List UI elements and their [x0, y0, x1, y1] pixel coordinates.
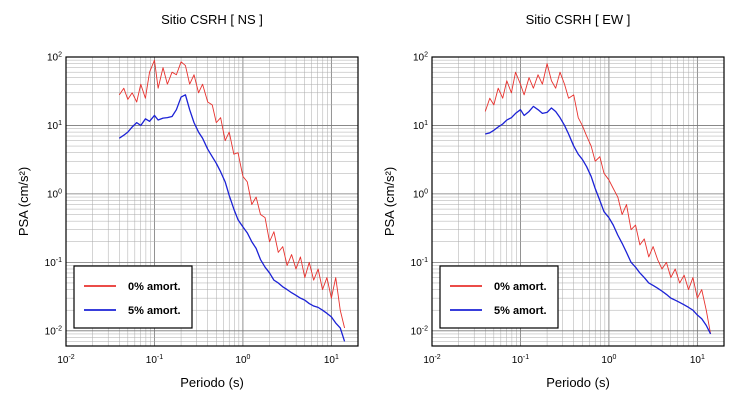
chart2-legend: [439, 265, 559, 329]
chart1-frame: [65, 56, 359, 347]
chart1-legend-label-1: 0% amort.: [128, 281, 181, 293]
chart2-x-tick-label: 10-1: [512, 354, 529, 366]
chart1-y-tick-label: 100: [47, 188, 62, 200]
chart2-legend-label-1: 0% amort.: [494, 281, 547, 293]
chart2-x-tick-label: 101: [690, 354, 705, 366]
chart2-legend-label-2: 5% amort.: [494, 305, 547, 317]
chart1-y-tick-label: 102: [47, 52, 62, 64]
chart1-series-blue-line: [118, 94, 346, 342]
chart2-y-axis-label: PSA (cm/s²): [382, 167, 397, 236]
chart2-x-tick-label: 10-2: [423, 354, 440, 366]
chart2-y-tick-label: 10-2: [411, 325, 428, 337]
chart1-title: Sitio CSRH [ NS ]: [161, 12, 263, 27]
chart1-x-tick-label: 10-2: [57, 354, 74, 366]
chart1-legend: [73, 265, 193, 329]
chart1-x-tick-label: 100: [235, 354, 250, 366]
chart2-x-tick-label: 100: [601, 354, 616, 366]
chart2-frame: [431, 56, 725, 347]
chart2-series-red-line: [484, 63, 712, 335]
chart2-y-tick-label: 100: [413, 188, 428, 200]
chart2-series-blue-line: [485, 105, 712, 335]
chart1-y-tick-label: 10-1: [45, 257, 62, 269]
chart1-series-red-line: [118, 59, 346, 329]
chart2-y-tick-label: 102: [413, 52, 428, 64]
chart1-x-axis-label: Periodo (s): [180, 375, 244, 390]
chart2-title: Sitio CSRH [ EW ]: [526, 12, 631, 27]
chart2-x-axis-label: Periodo (s): [546, 375, 610, 390]
chart1-y-tick-label: 101: [47, 120, 62, 132]
chart2-y-tick-label: 10-1: [411, 257, 428, 269]
chart1-y-tick-label: 10-2: [45, 325, 62, 337]
chart2-y-tick-label: 101: [413, 120, 428, 132]
chart1-x-tick-label: 101: [324, 354, 339, 366]
chart1-legend-label-2: 5% amort.: [128, 305, 181, 317]
chart1-y-axis-label: PSA (cm/s²): [16, 167, 31, 236]
chart1-x-tick-label: 10-1: [146, 354, 163, 366]
